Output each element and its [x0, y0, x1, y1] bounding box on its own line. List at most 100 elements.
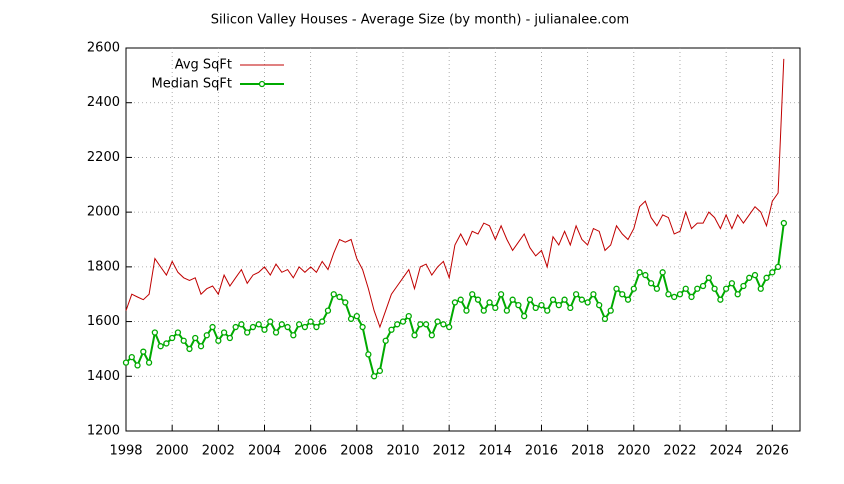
- x-tick-label: 2020: [617, 444, 650, 459]
- data-point: [561, 296, 568, 303]
- data-point: [192, 334, 199, 342]
- data-point: [722, 285, 730, 292]
- data-point: [688, 293, 695, 301]
- y-tick-label: 1200: [87, 424, 120, 439]
- data-point: [584, 299, 591, 306]
- data-point: [365, 351, 372, 358]
- data-point: [607, 307, 614, 314]
- data-point: [746, 274, 753, 281]
- data-point: [671, 293, 678, 301]
- data-point: [417, 321, 424, 328]
- data-point: [774, 263, 782, 271]
- data-point: [590, 291, 597, 298]
- x-tick-label: 2012: [433, 444, 466, 459]
- y-tick-label: 2400: [87, 95, 120, 110]
- x-tick-label: 2016: [525, 444, 558, 459]
- data-point: [399, 318, 407, 325]
- data-point: [497, 291, 505, 298]
- data-point: [295, 321, 303, 328]
- data-point: [521, 312, 528, 320]
- data-point: [659, 269, 666, 276]
- data-point: [261, 326, 268, 333]
- data-point: [394, 321, 401, 328]
- data-point: [717, 296, 724, 303]
- data-point: [572, 291, 580, 298]
- data-point: [376, 367, 384, 374]
- x-tick-label: 2002: [202, 444, 235, 459]
- data-point: [359, 323, 366, 331]
- data-point: [151, 329, 159, 336]
- data-point: [145, 359, 153, 366]
- data-point: [128, 353, 135, 361]
- data-point: [740, 282, 747, 290]
- data-point: [232, 323, 239, 331]
- data-point: [463, 307, 470, 314]
- data-point: [163, 340, 170, 347]
- data-point: [694, 285, 701, 292]
- data-point: [169, 334, 176, 342]
- data-point: [405, 312, 412, 320]
- legend-marker: [258, 80, 266, 88]
- data-point: [601, 315, 609, 322]
- data-point: [630, 285, 637, 292]
- data-point: [699, 282, 707, 290]
- data-point: [751, 271, 759, 279]
- data-point: [278, 321, 285, 328]
- data-point: [642, 271, 649, 279]
- data-point: [422, 321, 430, 328]
- data-point: [486, 299, 493, 306]
- data-point: [538, 302, 545, 309]
- data-point: [319, 318, 326, 325]
- data-point: [197, 343, 205, 350]
- data-point: [203, 332, 210, 339]
- data-point: [636, 269, 643, 276]
- data-point: [388, 326, 395, 333]
- data-point: [272, 329, 280, 336]
- data-point: [244, 329, 251, 336]
- data-point: [532, 304, 539, 312]
- data-point: [457, 296, 464, 303]
- y-tick-label: 1600: [87, 314, 120, 329]
- data-point: [209, 323, 216, 331]
- y-tick-label: 2600: [87, 41, 120, 56]
- legend-label: Median SqFt: [152, 77, 233, 92]
- x-tick-label: 2008: [340, 444, 373, 459]
- data-point: [613, 285, 620, 292]
- data-point: [428, 332, 435, 339]
- data-point: [307, 318, 314, 325]
- data-point: [549, 296, 557, 303]
- data-point: [226, 334, 234, 342]
- data-point: [705, 274, 712, 281]
- data-point: [503, 307, 511, 314]
- x-tick-label: 1998: [109, 444, 142, 459]
- data-point: [515, 302, 522, 309]
- data-point: [624, 296, 632, 303]
- legend-label: Avg SqFt: [175, 58, 232, 73]
- data-point: [284, 323, 291, 331]
- data-point: [555, 302, 562, 309]
- data-point: [140, 348, 147, 355]
- data-point: [578, 296, 586, 303]
- y-tick-label: 1400: [87, 369, 120, 384]
- x-tick-label: 2022: [663, 444, 696, 459]
- x-tick-label: 2004: [248, 444, 281, 459]
- data-point: [763, 274, 770, 281]
- data-point: [440, 321, 447, 328]
- data-point: [180, 337, 187, 344]
- data-point: [324, 307, 332, 314]
- data-point: [446, 323, 453, 331]
- x-tick-label: 2014: [479, 444, 512, 459]
- data-point: [313, 323, 320, 331]
- data-point: [492, 304, 499, 312]
- data-point: [728, 280, 736, 287]
- series-line: [125, 58, 785, 329]
- x-tick-label: 2006: [294, 444, 327, 459]
- data-point: [174, 329, 182, 336]
- data-point: [544, 307, 551, 314]
- data-point: [215, 337, 222, 344]
- data-point: [653, 285, 661, 292]
- data-point: [301, 323, 309, 331]
- data-point: [342, 299, 349, 306]
- data-point: [238, 321, 245, 328]
